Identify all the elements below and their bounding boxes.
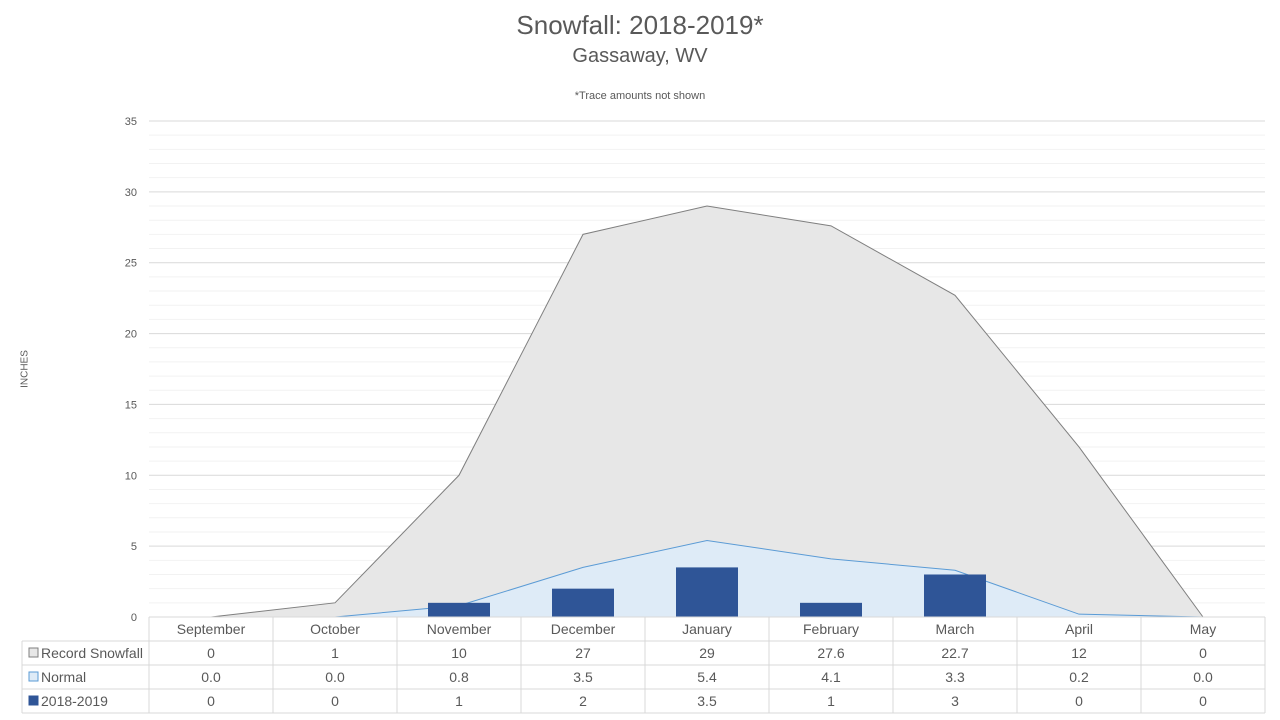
data-label: 0.2	[1069, 669, 1089, 685]
line-normal	[211, 539, 1204, 618]
data-label: 0.0	[1193, 669, 1213, 685]
data-label: 1	[331, 645, 339, 661]
data-label: 0	[1199, 693, 1207, 709]
data-label: 0.0	[325, 669, 345, 685]
data-label: 27.6	[817, 645, 844, 661]
data-label: 0.0	[201, 669, 221, 685]
legend-swatch	[28, 647, 39, 658]
bar	[676, 567, 738, 617]
x-tick-label: March	[936, 621, 975, 637]
bar	[428, 602, 490, 617]
x-tick-label: December	[551, 621, 616, 637]
data-label: 3.5	[573, 669, 593, 685]
data-label: 0	[1075, 693, 1083, 709]
chart-note: *Trace amounts not shown	[574, 90, 706, 102]
data-label: 27	[575, 645, 591, 661]
y-tick-label: 15	[125, 399, 137, 411]
legend-swatch	[28, 671, 39, 682]
y-tick-label: 0	[131, 612, 137, 624]
x-tick-label: April	[1065, 621, 1093, 637]
data-label: 0	[207, 645, 215, 661]
x-tick-label: October	[310, 621, 360, 637]
legend-label: 2018-2019	[41, 693, 108, 709]
y-tick-label: 25	[125, 258, 137, 270]
x-tick-label: February	[803, 621, 859, 637]
y-tick-label: 10	[125, 470, 137, 482]
line-record-snowfall	[210, 205, 1204, 618]
data-label: 2	[579, 693, 587, 709]
data-label: 29	[699, 645, 715, 661]
data-label: 1	[455, 693, 463, 709]
legend-label: Record Snowfall	[41, 645, 143, 661]
y-tick-label: 20	[125, 329, 137, 341]
chart-subtitle: Gassaway, WV	[572, 45, 708, 67]
chart-title: Snowfall: 2018-2019*	[516, 10, 764, 40]
data-label: 0	[1199, 645, 1207, 661]
data-label: 1	[827, 693, 835, 709]
data-label: 22.7	[941, 645, 968, 661]
y-tick-label: 5	[131, 541, 137, 553]
data-label: 3.5	[697, 693, 717, 709]
area-record-snowfall	[211, 206, 1203, 617]
data-label: 0	[331, 693, 339, 709]
x-tick-label: January	[682, 621, 732, 637]
x-tick-label: September	[177, 621, 246, 637]
y-tick-label: 30	[125, 187, 137, 199]
data-label: 3.3	[945, 669, 965, 685]
x-tick-label: November	[427, 621, 492, 637]
data-label: 12	[1071, 645, 1087, 661]
bar	[800, 602, 862, 617]
data-label: 5.4	[697, 669, 717, 685]
y-tick-label: 35	[125, 116, 137, 128]
bar	[924, 574, 986, 617]
data-label: 10	[451, 645, 467, 661]
legend-label: Normal	[41, 669, 86, 685]
data-label: 0.8	[449, 669, 469, 685]
data-label: 4.1	[821, 669, 841, 685]
x-tick-label: May	[1190, 621, 1216, 637]
bar	[552, 588, 614, 617]
data-label: 3	[951, 693, 959, 709]
data-label: 0	[207, 693, 215, 709]
legend-swatch	[28, 695, 39, 706]
